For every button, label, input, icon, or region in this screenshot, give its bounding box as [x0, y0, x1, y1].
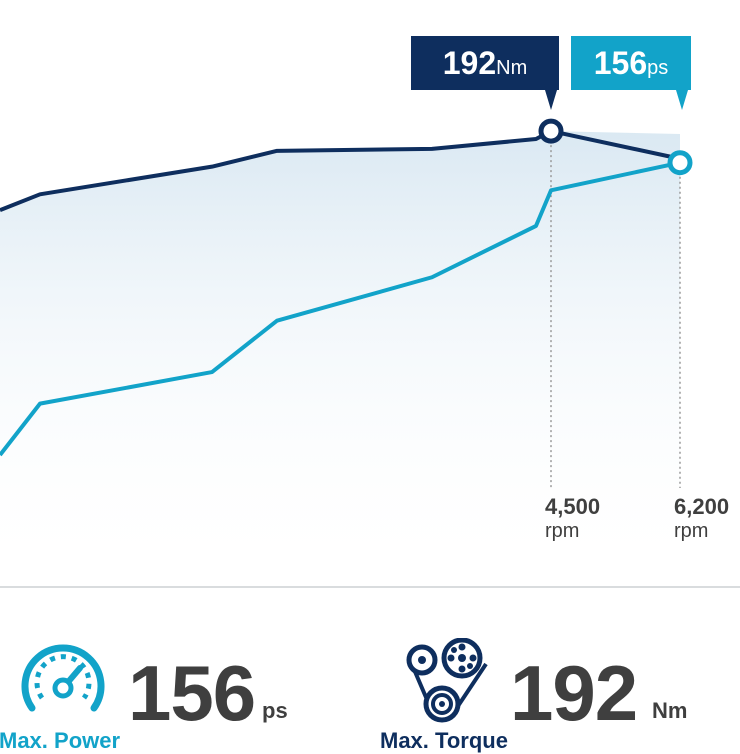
section-divider: [0, 586, 740, 588]
x-tick-label: 6,200: [674, 494, 729, 519]
power-callout-value: 156: [594, 45, 647, 81]
x-tick-unit: rpm: [674, 520, 708, 542]
torque-callout-box: [411, 36, 559, 110]
torque-callout: 192Nm: [411, 36, 559, 110]
x-tick-unit: rpm: [545, 520, 579, 542]
max-power-label: Max. Power: [0, 728, 121, 753]
power-series-line: [0, 160, 681, 457]
power-callout-unit: ps: [647, 57, 668, 79]
max-torque-value: 192: [510, 649, 638, 737]
torque-callout-text: 192Nm: [443, 45, 528, 81]
max-torque-label: Max. Torque: [380, 728, 508, 753]
power-callout: 156ps: [571, 36, 691, 110]
torque-peak-marker: [538, 118, 564, 144]
power-callout-text: 156ps: [594, 45, 669, 81]
belt-pulley-icon: [406, 638, 488, 723]
speedometer-icon: [21, 644, 105, 712]
max-power-value: 156: [128, 649, 256, 737]
power-peak-marker: [667, 150, 693, 176]
max-torque-unit: Nm: [652, 698, 688, 723]
torque-callout-value: 192: [443, 45, 496, 81]
power-callout-box: [571, 36, 691, 110]
torque-callout-unit: Nm: [496, 57, 527, 79]
max-power-unit: ps: [262, 698, 288, 723]
chart-area-fill: [0, 131, 680, 580]
x-tick-label: 4,500: [545, 494, 600, 519]
